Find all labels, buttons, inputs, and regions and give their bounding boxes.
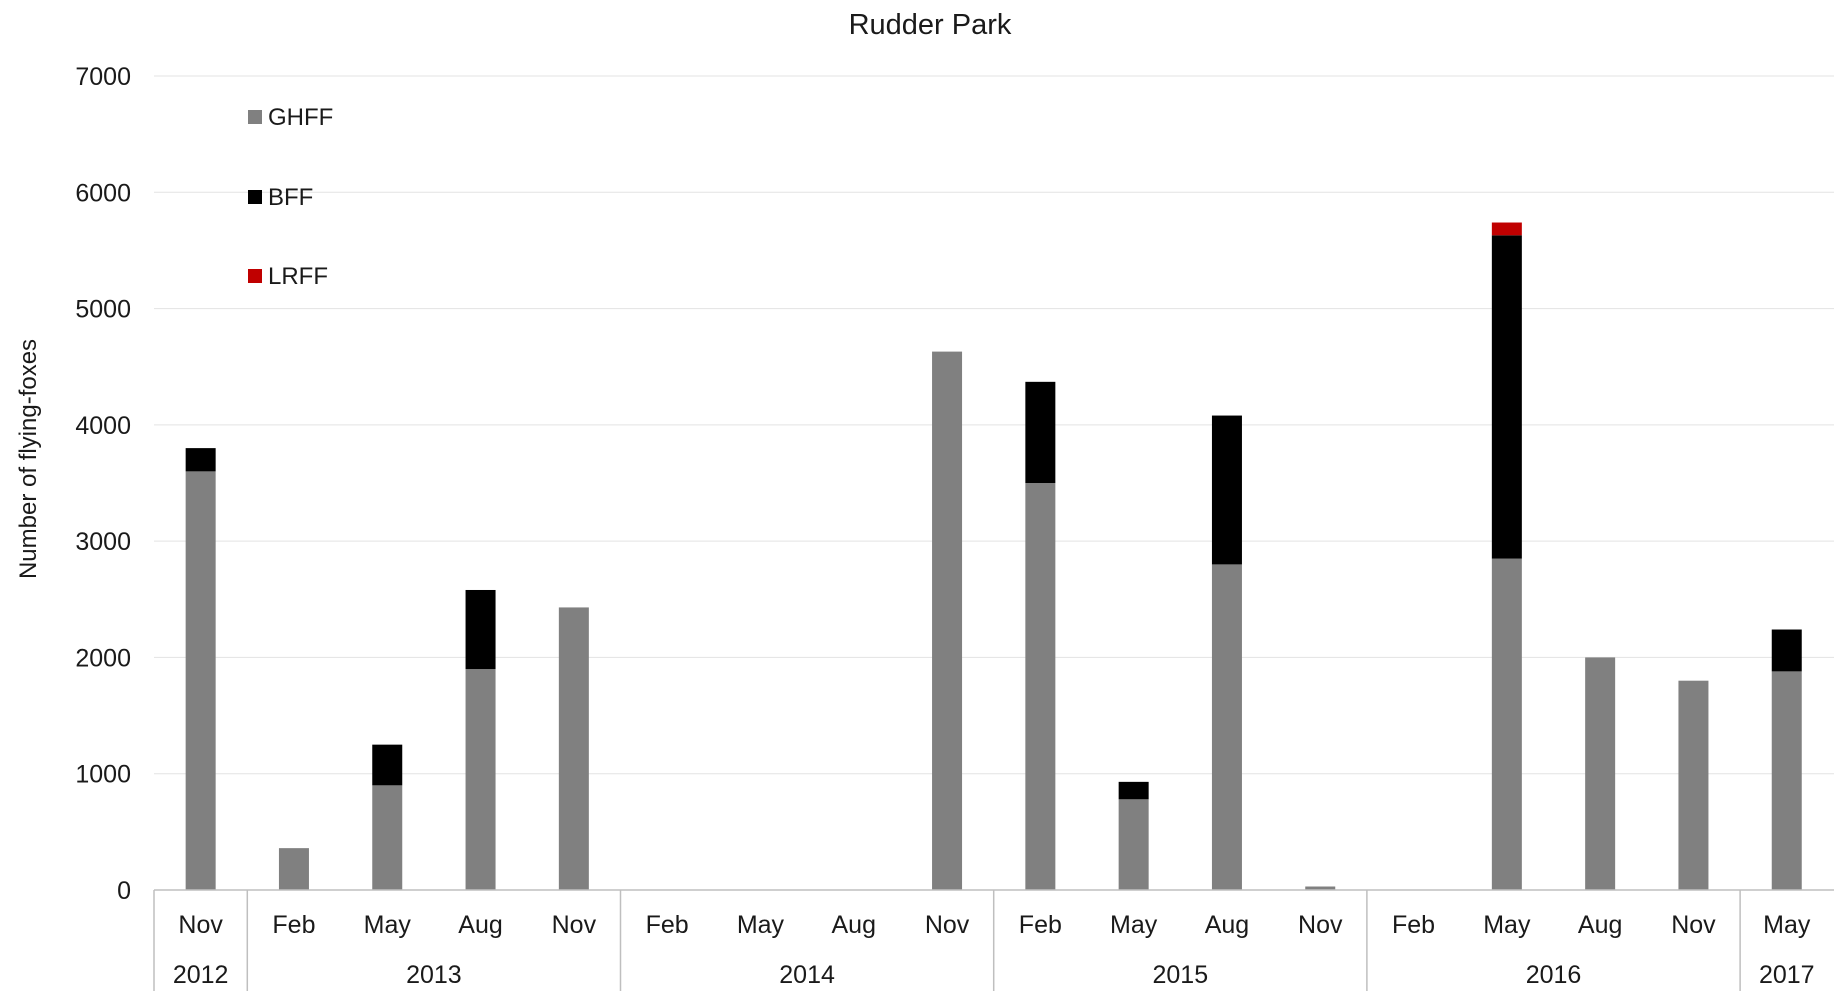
bar-ghff (1025, 483, 1056, 890)
y-tick-label: 4000 (75, 412, 131, 440)
x-tick-label-month: Nov (1298, 911, 1343, 939)
x-tick-label-month: Nov (552, 911, 597, 939)
chart-title: Rudder Park (849, 9, 1012, 41)
x-tick-label-month: Feb (272, 911, 315, 939)
y-tick-label: 7000 (75, 63, 131, 91)
bar-bff (185, 448, 216, 472)
axes: 0 1000 2000 3000 4000 5000 6000 7000 Nov Feb May Au… (75, 63, 1834, 991)
bar-ghff (1771, 671, 1802, 890)
bar-ghff (558, 607, 589, 890)
bar-ghff (1118, 799, 1149, 890)
bar-ghff (1585, 657, 1616, 890)
x-tick-label-year: 2013 (406, 961, 462, 989)
bar-bff (1771, 629, 1802, 672)
x-tick-label-month: Aug (458, 911, 502, 939)
bar-bff (465, 589, 496, 670)
x-tick-label-month: Feb (646, 911, 689, 939)
bar-ghff (932, 351, 963, 890)
y-axis-label: Number of flying-foxes (15, 339, 42, 579)
bar-bff (1491, 235, 1522, 559)
bar-ghff (1211, 564, 1242, 890)
x-tick-label-month: Nov (925, 911, 970, 939)
bar-ghff (1678, 680, 1709, 890)
bar-ghff (1491, 558, 1522, 890)
x-tick-label-month: May (737, 911, 785, 939)
bars (185, 222, 1802, 890)
x-tick-label-month: May (1763, 911, 1811, 939)
y-tick-label: 0 (117, 877, 131, 905)
x-tick-label-month: Aug (1578, 911, 1622, 939)
bar-ghff (372, 785, 403, 890)
x-tick-label-month: Feb (1392, 911, 1435, 939)
legend-swatch-lrff (248, 269, 262, 283)
legend-label-lrff: LRFF (268, 263, 328, 290)
y-tick-label: 6000 (75, 179, 131, 207)
legend-swatch-bff (248, 190, 262, 204)
bar-bff (1025, 381, 1056, 483)
gridlines (154, 75, 1834, 775)
x-tick-label-month: Aug (832, 911, 876, 939)
bar-bff (1211, 415, 1242, 565)
bar-ghff (1305, 886, 1336, 890)
bar-bff (1118, 781, 1149, 800)
x-tick-label-month: May (1110, 911, 1158, 939)
legend: GHFF BFF LRFF (248, 104, 333, 290)
y-tick-label: 1000 (75, 761, 131, 789)
legend-label-ghff: GHFF (268, 104, 333, 131)
x-tick-label-month: Nov (1671, 911, 1716, 939)
legend-swatch-ghff (248, 110, 262, 124)
x-tick-label-month: Feb (1019, 911, 1062, 939)
x-tick-label-month: May (364, 911, 412, 939)
x-tick-label-year: 2016 (1526, 961, 1582, 989)
y-tick-label: 3000 (75, 528, 131, 556)
x-tick-label-year: 2012 (173, 961, 229, 989)
x-tick-label-month: May (1483, 911, 1531, 939)
bar-bff (372, 744, 403, 786)
bar-ghff (185, 471, 216, 890)
y-tick-label: 5000 (75, 296, 131, 324)
bar-lrff (1491, 222, 1522, 236)
legend-label-bff: BFF (268, 184, 313, 211)
bar-ghff (465, 669, 496, 890)
x-tick-label-month: Aug (1205, 911, 1249, 939)
x-tick-label-year: 2014 (779, 961, 835, 989)
x-tick-label-month: Nov (178, 911, 223, 939)
bar-ghff (278, 848, 309, 890)
x-tick-label-year: 2017 (1759, 961, 1815, 989)
x-tick-label-year: 2015 (1152, 961, 1208, 989)
y-tick-label: 2000 (75, 644, 131, 672)
